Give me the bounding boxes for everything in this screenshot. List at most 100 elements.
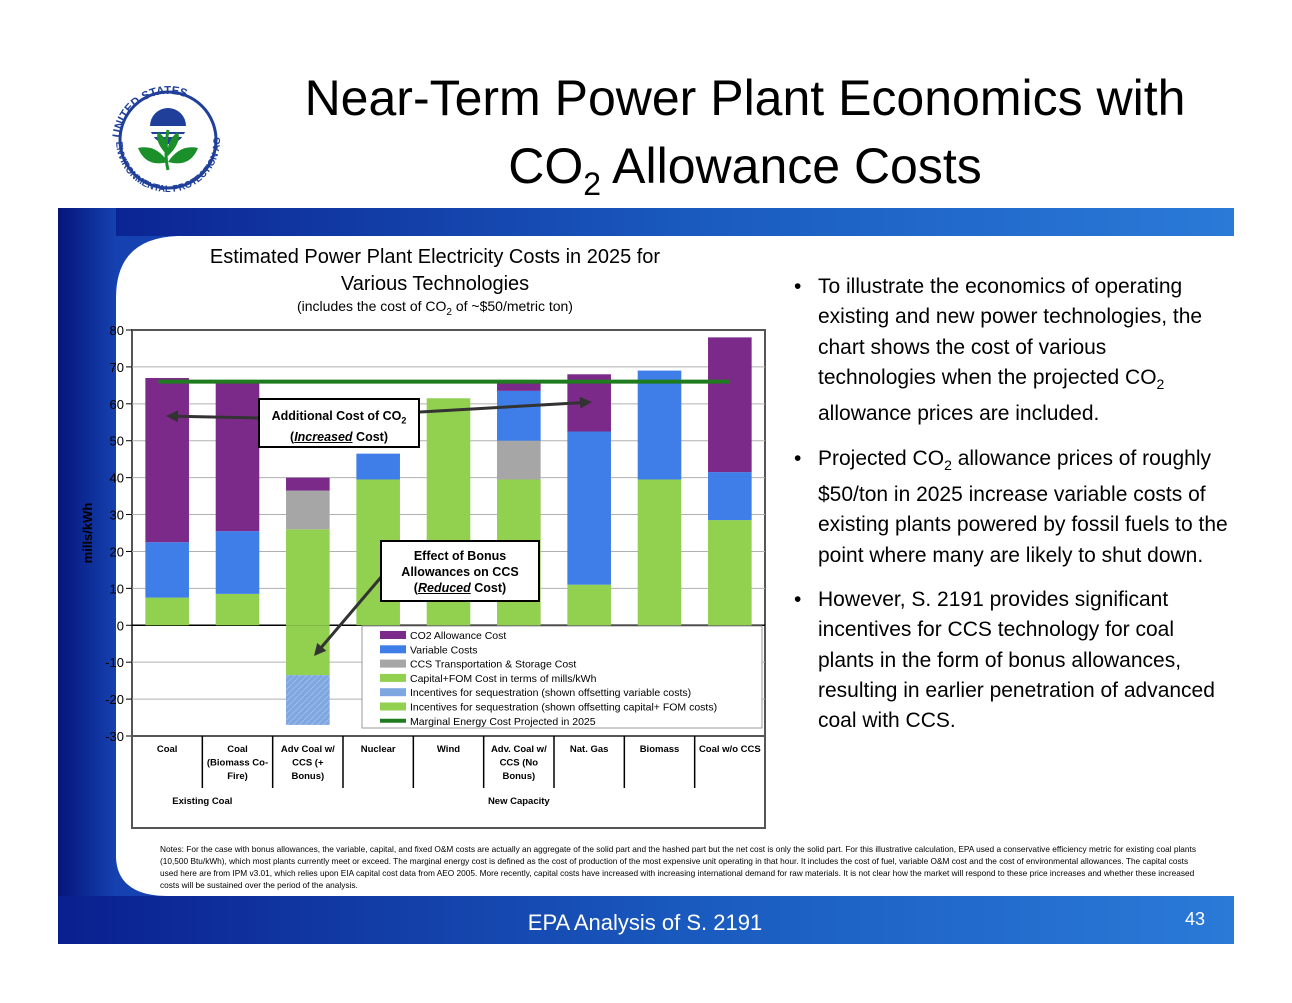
chart-title-line1: Estimated Power Plant Electricity Costs …: [209, 246, 661, 268]
chart-subtitle: (includes the cost of CO2 of ~$50/metric…: [150, 298, 720, 318]
callout1-emphasis: Increased: [294, 429, 353, 444]
bullet-sub: 2: [1156, 376, 1165, 393]
bullet-dot: •: [794, 275, 802, 298]
legend-label: Incentives for sequestration (shown offs…: [410, 702, 717, 714]
category-label: CCS (No: [500, 758, 539, 769]
bar-segment: [708, 472, 752, 521]
bar-segment: [567, 584, 611, 626]
slide-title-rest: Allowance Costs: [601, 138, 982, 194]
bar-segment: [356, 453, 400, 480]
bullet-item: • Projected CO2 allowance prices of rough…: [790, 444, 1230, 571]
category-label: Adv Coal w/: [281, 744, 335, 755]
category-label: Bonus): [291, 771, 324, 782]
bar-segment: [215, 531, 260, 594]
category-table: [131, 735, 766, 829]
category-group-label: New Capacity: [488, 796, 550, 807]
callout-bonus-allowances: Effect of Bonus Allowances on CCS (Reduced…: [380, 540, 540, 602]
page-number: 43: [1184, 909, 1206, 929]
bar-segment: [497, 390, 541, 441]
chart-subtitle-prefix: (includes the cost of CO: [297, 298, 447, 314]
legend-swatch: [380, 631, 406, 639]
category-label: Wind: [437, 744, 460, 755]
bar-segment-negative: [286, 675, 330, 725]
bullet-text-end: allowance prices are included.: [818, 402, 1100, 426]
chart-subtitle-suffix: of ~$50/metric ton): [451, 298, 573, 314]
y-tick-label: 40: [110, 471, 124, 486]
bullet-list: • To illustrate the economics of operatin…: [790, 272, 1230, 751]
legend-swatch: [380, 702, 406, 711]
legend-label: Variable Costs: [410, 644, 478, 656]
bar-segment: [708, 520, 752, 626]
bar-segment: [567, 431, 611, 585]
callout-arrow-head: [579, 396, 592, 409]
callout2-open: (: [413, 581, 418, 595]
chart-title: Estimated Power Plant Electricity Costs …: [150, 244, 720, 298]
category-label: Nat. Gas: [570, 744, 609, 755]
callout1-sub: 2: [401, 415, 407, 426]
legend-swatch: [380, 673, 406, 682]
bar-segment: [708, 337, 752, 473]
y-tick-label: -20: [105, 692, 124, 707]
bullet-text-end: allowance prices of roughly $50/ton in 2…: [818, 446, 1228, 567]
callout1-open: (: [290, 429, 295, 444]
bullet-text: However, S. 2191 provides significant in…: [818, 588, 1215, 733]
legend-label: CO2 Allowance Cost: [410, 630, 506, 642]
legend-box: [361, 625, 763, 729]
slide-title-co: CO: [508, 138, 584, 194]
category-label: Biomass: [640, 744, 680, 755]
category-group-label: Existing Coal: [172, 796, 232, 807]
cost-bar-chart: 80 70 60 50 40 30 20 10 0 -10 -20 -30 mills/kWh CO2 A…: [80, 323, 766, 829]
y-tick-label: 80: [110, 323, 124, 338]
y-tick-label: 60: [110, 397, 124, 412]
legend-label: Marginal Energy Cost Projected in 2025: [410, 716, 596, 728]
y-tick-label: -10: [105, 655, 124, 670]
legend-swatch: [380, 659, 406, 668]
callout-arrow-line: [175, 414, 259, 420]
bar-segment: [637, 479, 682, 626]
category-label: Coal: [227, 744, 248, 755]
y-tick-label: -30: [105, 729, 124, 744]
bar-segment: [637, 370, 682, 480]
blue-banner-frame: [58, 208, 1234, 944]
category-label: Nuclear: [361, 744, 396, 755]
bar-segment: [145, 542, 189, 598]
bar-segment: [286, 490, 330, 530]
category-label: Coal w/o CCS: [699, 744, 761, 755]
legend-label: CCS Transportation & Storage Cost: [410, 659, 576, 671]
bullet-text: To illustrate the economics of operating…: [818, 275, 1203, 389]
y-tick-label: 50: [110, 434, 124, 449]
category-label: (Biomass Co-: [207, 758, 268, 769]
callout2-line2: Allowances on CCS: [401, 565, 519, 579]
notes-text: Notes: For the case with bonus allowance…: [160, 844, 1196, 890]
bar-segment: [497, 440, 541, 480]
bar-segment: [215, 381, 260, 532]
callout1-line1-prefix: Additional Cost of CO: [271, 409, 402, 423]
bullet-text: Projected CO: [818, 446, 945, 470]
slide-title-line2: CO2 Allowance Costs: [250, 136, 1240, 214]
bar-segment: [215, 593, 260, 626]
y-tick-label: 70: [110, 360, 124, 375]
category-label: Coal: [157, 744, 178, 755]
callout-arrow-line: [419, 401, 583, 414]
y-tick-label: 30: [110, 508, 124, 523]
callout-arrow-head: [314, 642, 327, 656]
legend-label: Incentives for sequestration (shown offs…: [410, 687, 691, 699]
legend-swatch: [380, 688, 406, 697]
callout-arrow-line: [319, 575, 384, 650]
bullet-sub: 2: [944, 456, 952, 473]
callout-additional-co2-cost: Additional Cost of CO2 (Increased Cost): [258, 398, 420, 448]
chart-title-line2: Various Technologies: [340, 273, 530, 295]
category-label: Bonus): [502, 771, 535, 782]
bar-segment: [145, 377, 189, 543]
callout2-emphasis: Reduced: [417, 581, 471, 595]
bar-segment: [286, 477, 330, 491]
bar-segment: [497, 381, 541, 391]
callout1-close: Cost): [352, 429, 388, 444]
y-tick-label: 10: [110, 581, 124, 596]
epa-seal-logo: UNITED STATES ENVIRONMENTAL PROTECTION A…: [98, 70, 236, 208]
footer-text: EPA Analysis of S. 2191: [527, 910, 763, 935]
category-label: CCS (+: [292, 758, 324, 769]
bar-segment: [145, 597, 189, 626]
category-label: Fire): [227, 771, 248, 782]
